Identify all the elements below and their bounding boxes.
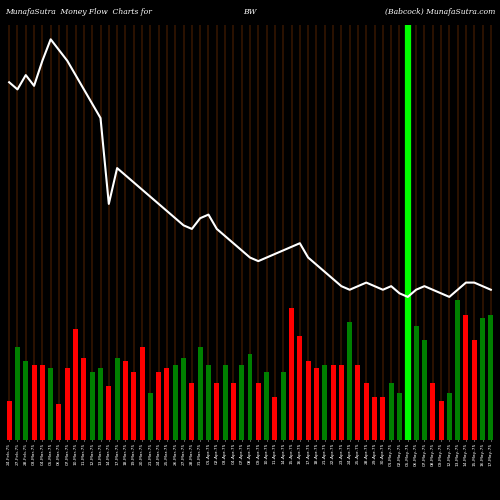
Bar <box>322 365 327 440</box>
Bar <box>339 365 344 440</box>
Bar <box>6 400 12 440</box>
Bar <box>48 368 53 440</box>
Bar <box>356 365 360 440</box>
Bar <box>239 365 244 440</box>
Bar <box>222 365 228 440</box>
Bar <box>364 383 369 440</box>
Bar <box>106 386 112 440</box>
Bar <box>264 372 269 440</box>
Bar <box>289 308 294 440</box>
Bar <box>480 318 485 440</box>
Bar <box>214 383 220 440</box>
Bar <box>198 347 202 440</box>
Bar <box>347 322 352 440</box>
Bar <box>140 347 144 440</box>
Bar <box>414 326 418 440</box>
Bar <box>131 372 136 440</box>
Bar <box>298 336 302 440</box>
Bar <box>306 362 310 440</box>
Bar <box>280 372 285 440</box>
Bar <box>90 372 94 440</box>
Bar <box>314 368 319 440</box>
Bar <box>388 383 394 440</box>
Bar <box>156 372 161 440</box>
Bar <box>248 354 252 440</box>
Bar <box>56 404 62 440</box>
Bar <box>422 340 427 440</box>
Bar <box>148 394 153 440</box>
Bar <box>40 365 45 440</box>
Bar <box>164 368 170 440</box>
Bar <box>15 347 20 440</box>
Text: MunafaSutra  Money Flow  Charts for: MunafaSutra Money Flow Charts for <box>5 8 152 16</box>
Text: (Babcock) MunafaSutra.com: (Babcock) MunafaSutra.com <box>384 8 495 16</box>
Bar <box>464 315 468 440</box>
Bar <box>231 383 236 440</box>
Bar <box>330 365 336 440</box>
Bar <box>123 362 128 440</box>
Bar <box>82 358 86 440</box>
Bar <box>65 368 70 440</box>
Bar <box>256 383 261 440</box>
Bar <box>455 300 460 440</box>
Bar <box>272 397 278 440</box>
Text: BW: BW <box>243 8 257 16</box>
Bar <box>206 365 211 440</box>
Bar <box>397 394 402 440</box>
Bar <box>114 358 119 440</box>
Bar <box>98 368 103 440</box>
Bar <box>380 397 386 440</box>
Bar <box>430 383 435 440</box>
Bar <box>372 397 377 440</box>
Bar <box>406 300 410 440</box>
Bar <box>173 365 178 440</box>
Bar <box>24 362 28 440</box>
Bar <box>32 365 36 440</box>
Bar <box>447 394 452 440</box>
Bar <box>190 383 194 440</box>
Bar <box>488 315 494 440</box>
Bar <box>181 358 186 440</box>
Bar <box>73 329 78 440</box>
Bar <box>438 400 444 440</box>
Bar <box>472 340 476 440</box>
